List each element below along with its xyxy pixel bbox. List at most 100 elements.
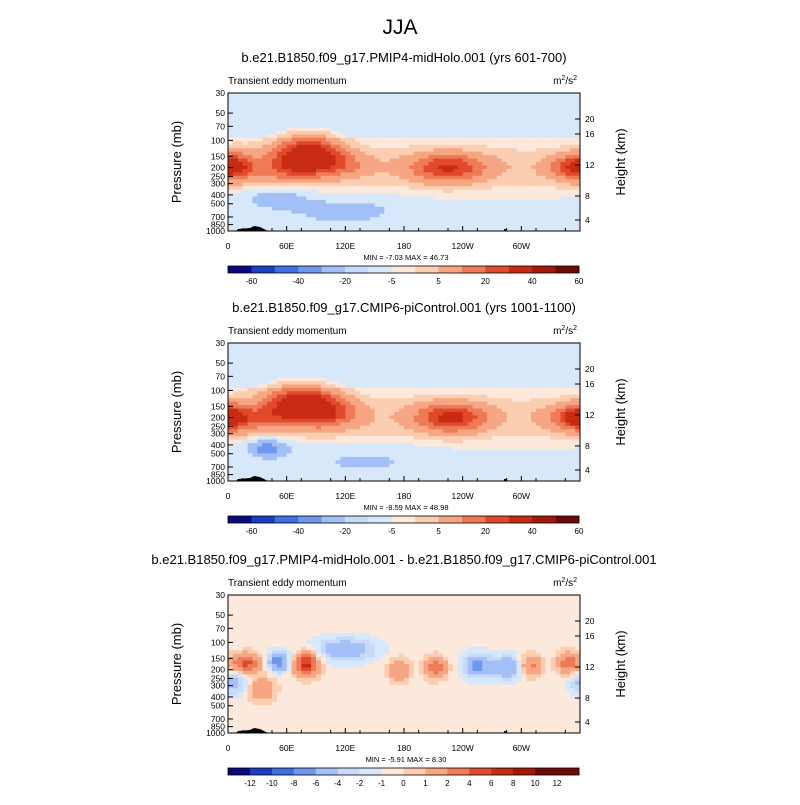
field-cell bbox=[389, 433, 394, 437]
field-cell bbox=[438, 96, 443, 100]
field-cell bbox=[482, 162, 487, 166]
field-cell bbox=[565, 214, 570, 218]
field-cell bbox=[267, 145, 272, 149]
field-cell bbox=[482, 217, 487, 221]
field-cell bbox=[394, 145, 399, 149]
field-cell bbox=[321, 207, 326, 211]
field-cell bbox=[541, 107, 546, 111]
field-cell bbox=[560, 429, 565, 433]
field-cell bbox=[306, 405, 311, 409]
field-cell bbox=[414, 114, 419, 118]
field-cell bbox=[468, 217, 473, 221]
field-cell bbox=[551, 433, 556, 437]
field-cell bbox=[477, 398, 482, 402]
field-cell bbox=[282, 107, 287, 111]
field-cell bbox=[292, 159, 297, 163]
field-cell bbox=[443, 165, 448, 169]
field-cell bbox=[399, 378, 404, 382]
field-cell bbox=[512, 409, 517, 413]
field-cell bbox=[556, 200, 561, 204]
field-cell bbox=[355, 214, 360, 218]
field-cell bbox=[248, 391, 253, 395]
field-cell bbox=[414, 384, 419, 388]
field-cell bbox=[248, 402, 253, 406]
field-cell bbox=[306, 217, 311, 221]
field-cell bbox=[487, 371, 492, 375]
field-cell bbox=[487, 128, 492, 132]
field-cell bbox=[448, 131, 453, 135]
field-cell bbox=[541, 350, 546, 354]
field-cell bbox=[336, 179, 341, 183]
field-cell bbox=[458, 343, 463, 347]
field-cell bbox=[546, 179, 551, 183]
field-cell bbox=[477, 391, 482, 395]
field-cell bbox=[428, 353, 433, 357]
field-cell bbox=[428, 100, 433, 104]
field-cell bbox=[272, 155, 277, 159]
field-cell bbox=[375, 148, 380, 152]
field-cell bbox=[267, 193, 272, 197]
field-cell bbox=[565, 134, 570, 138]
field-cell bbox=[477, 100, 482, 104]
field-cell bbox=[531, 346, 536, 350]
field-cell bbox=[399, 217, 404, 221]
field-cell bbox=[477, 96, 482, 100]
field-cell bbox=[311, 121, 316, 125]
field-cell bbox=[433, 165, 438, 169]
field-cell bbox=[482, 433, 487, 437]
field-cell bbox=[468, 200, 473, 204]
field-cell bbox=[487, 433, 492, 437]
field-cell bbox=[321, 391, 326, 395]
field-cell bbox=[443, 412, 448, 416]
field-cell bbox=[345, 360, 350, 364]
field-cell bbox=[419, 426, 424, 430]
field-cell bbox=[326, 210, 331, 214]
field-cell bbox=[272, 436, 277, 440]
field-cell bbox=[531, 412, 536, 416]
field-cell bbox=[492, 395, 497, 399]
field-cell bbox=[497, 415, 502, 419]
field-cell bbox=[287, 117, 292, 121]
field-cell bbox=[526, 412, 531, 416]
field-cell bbox=[267, 200, 272, 204]
field-cell bbox=[257, 371, 262, 375]
field-cell bbox=[350, 374, 355, 378]
field-cell bbox=[238, 422, 243, 426]
field-cell bbox=[340, 165, 345, 169]
field-cell bbox=[228, 412, 233, 416]
field-cell bbox=[472, 203, 477, 207]
field-cell bbox=[560, 148, 565, 152]
field-cell bbox=[516, 200, 521, 204]
field-cell bbox=[321, 395, 326, 399]
field-cell bbox=[443, 93, 448, 97]
field-cell bbox=[472, 350, 477, 354]
field-cell bbox=[267, 138, 272, 142]
field-cell bbox=[516, 343, 521, 347]
field-cell bbox=[546, 409, 551, 413]
field-cell bbox=[287, 124, 292, 128]
field-cell bbox=[262, 371, 267, 375]
field-cell bbox=[311, 367, 316, 371]
field-cell bbox=[238, 148, 243, 152]
field-cell bbox=[424, 343, 429, 347]
field-cell bbox=[560, 134, 565, 138]
field-cell bbox=[380, 190, 385, 194]
field-cell bbox=[487, 374, 492, 378]
field-cell bbox=[340, 96, 345, 100]
field-cell bbox=[526, 190, 531, 194]
field-cell bbox=[512, 353, 517, 357]
field-cell bbox=[399, 138, 404, 142]
field-cell bbox=[521, 405, 526, 409]
field-cell bbox=[365, 128, 370, 132]
field-cell bbox=[252, 371, 257, 375]
field-cell bbox=[331, 124, 336, 128]
field-cell bbox=[419, 353, 424, 357]
field-cell bbox=[340, 207, 345, 211]
field-cell bbox=[282, 374, 287, 378]
field-cell bbox=[228, 350, 233, 354]
field-cell bbox=[316, 183, 321, 187]
field-cell bbox=[370, 128, 375, 132]
field-cell bbox=[482, 128, 487, 132]
field-cell bbox=[345, 353, 350, 357]
